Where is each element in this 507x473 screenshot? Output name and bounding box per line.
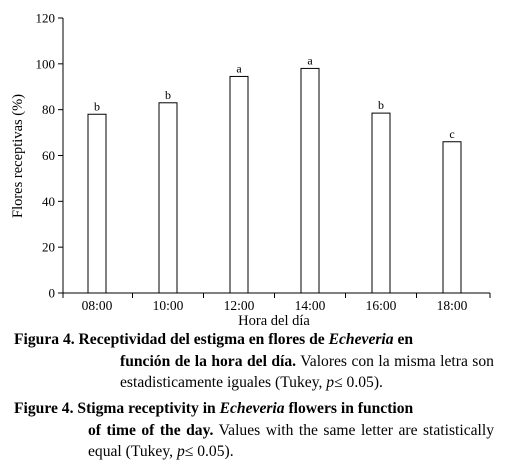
- bar-0800: [87, 113, 107, 294]
- caption-label: Figure 4.: [14, 400, 74, 417]
- significance-letter: b: [94, 99, 100, 113]
- significance-letter: c: [449, 127, 454, 141]
- significance-letter: b: [378, 98, 384, 112]
- caption-bold-text: Stigma receptivity in: [77, 400, 216, 417]
- y-tick-label: 60: [42, 148, 55, 163]
- caption-bold-text: en: [393, 331, 414, 348]
- caption-text: Valores con la misma letra son estadisti…: [120, 352, 494, 392]
- x-axis: 08:00 10:00 12:00 14:00 16:00 18:00: [62, 292, 491, 313]
- significance-letter: a: [236, 61, 242, 75]
- caption-p: p: [176, 443, 185, 460]
- caption-bold-text: función de la hora del día.: [120, 352, 297, 370]
- y-tick-label: 20: [42, 240, 55, 255]
- bar-1000: [158, 102, 178, 294]
- y-axis-label: Flores receptivas (%): [10, 94, 26, 218]
- caption-genus: Echeveria: [328, 331, 394, 348]
- caption-text: ≤ 0.05).: [334, 374, 383, 391]
- y-axis: 0 20 40 60 80 100 120: [36, 11, 64, 301]
- caption-label: Figura 4.: [14, 331, 75, 348]
- x-tick-label: 14:00: [295, 298, 326, 313]
- figure-caption-spanish: Figura 4. Receptividad del estigma en fl…: [14, 329, 494, 394]
- significance-letter: b: [165, 88, 171, 102]
- x-tick-label: 10:00: [153, 298, 184, 313]
- bar-chart: 0 20 40 60 80 100 120 08:00 10:00 12:00 14:00 16:0…: [10, 11, 491, 329]
- caption-genus: Echeveria: [219, 400, 285, 417]
- y-tick-label: 120: [36, 11, 56, 26]
- caption-bold-text: of time of the day.: [88, 421, 214, 439]
- bar-1400: [300, 67, 320, 294]
- caption-p: p: [326, 374, 335, 391]
- caption-bold-text: flowers in function: [284, 400, 414, 417]
- y-tick-label: 80: [42, 102, 55, 117]
- caption-text: Values with the same letter are statisti…: [88, 421, 494, 461]
- significance-letter: a: [307, 53, 313, 67]
- caption-text: ≤ 0.05).: [184, 443, 234, 460]
- x-tick-label: 12:00: [224, 298, 255, 313]
- x-axis-label: Hora del día: [238, 313, 310, 329]
- x-tick-label: 16:00: [366, 298, 397, 313]
- caption-bold-text: Receptividad del estigma en flores de: [78, 331, 325, 348]
- y-tick-label: 0: [49, 286, 56, 301]
- bar-1600: [371, 112, 391, 294]
- x-tick-label: 08:00: [82, 298, 113, 313]
- bar-1800: [442, 141, 462, 294]
- significance-letters: b b a a b c: [94, 53, 455, 140]
- y-tick-label: 100: [36, 56, 56, 71]
- y-tick-label: 40: [42, 194, 55, 209]
- x-tick-label: 18:00: [437, 298, 468, 313]
- figure-caption-english: Figure 4. Stigma receptivity in Echeveri…: [14, 398, 494, 463]
- bar-1200: [229, 75, 249, 294]
- bars: [87, 67, 462, 294]
